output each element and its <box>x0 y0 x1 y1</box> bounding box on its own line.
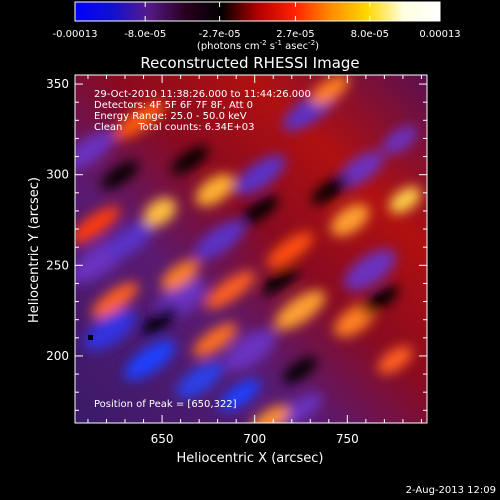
image-blob <box>124 340 176 380</box>
image-blob <box>277 392 323 423</box>
colorbar-tick-label: 0.00013 <box>419 29 460 40</box>
image-blob <box>141 305 179 335</box>
colorbar-tick-label: -8.0e-05 <box>124 29 166 40</box>
x-tick-label: 750 <box>336 432 359 446</box>
y-axis-label: Heliocentric Y (arcsec) <box>27 177 42 323</box>
image-blobs <box>75 75 421 423</box>
image-blob <box>274 290 326 330</box>
image-blob <box>161 259 199 291</box>
image-blob <box>261 265 299 295</box>
image-blob <box>241 195 279 225</box>
image-blob <box>106 221 154 259</box>
image-blob <box>311 75 349 106</box>
colorbar-gradient <box>74 1 441 22</box>
info-time-range: 29-Oct-2010 11:38:26.000 to 11:44:26.000 <box>94 89 311 100</box>
info-detectors: Detectors: 4F 5F 6F 7F 8F, Att 0 <box>94 100 253 111</box>
image-blob <box>234 155 286 195</box>
peak-position-text: Position of Peak = [650,322] <box>94 399 237 410</box>
image-blob <box>84 309 136 351</box>
colorbar-tick-label: -0.00013 <box>53 29 98 40</box>
image-blob <box>101 160 139 190</box>
info-clean-counts: Clean Total counts: 6.34E+03 <box>94 122 254 133</box>
colorbar: -0.00013 -8.0e-05 -2.7e-05 2.7e-05 8.0e-05 0.… <box>53 1 461 52</box>
image-blob <box>361 285 399 315</box>
image-blob <box>219 378 261 412</box>
rhessi-image <box>75 75 427 423</box>
image-blob <box>195 174 235 206</box>
y-axis: 200 250 300 350 <box>46 77 427 411</box>
image-blob <box>282 356 318 384</box>
image-blob <box>75 205 121 245</box>
image-blob <box>75 130 116 170</box>
colorbar-tick-label: 8.0e-05 <box>351 29 389 40</box>
peak-marker <box>88 335 93 340</box>
colorbar-ticks: -0.00013 -8.0e-05 -2.7e-05 2.7e-05 8.0e-05 0.… <box>53 2 461 40</box>
image-blob <box>377 345 413 375</box>
image-blob <box>224 329 276 371</box>
colorbar-units: (photons cm-2 s-1 asec-2) <box>197 39 319 52</box>
image-blob <box>194 220 246 260</box>
y-tick-label: 300 <box>46 168 69 182</box>
footer-date: 2-Aug-2013 12:09 <box>406 485 496 496</box>
image-blob <box>266 231 314 269</box>
image-blob <box>192 322 238 358</box>
x-tick-label: 650 <box>151 432 174 446</box>
x-tick-label: 700 <box>243 432 266 446</box>
image-blob <box>171 145 209 175</box>
x-axis-label: Heliocentric X (arcsec) <box>177 451 324 466</box>
y-tick-label: 200 <box>46 349 69 363</box>
colorbar-tick-label: -2.7e-05 <box>199 29 241 40</box>
y-tick-label: 250 <box>46 258 69 272</box>
x-axis: 650 700 750 <box>87 75 422 446</box>
image-blob <box>143 197 177 227</box>
plot-title: Reconstructed RHESSI Image <box>140 54 359 72</box>
image-blob <box>330 204 370 236</box>
y-tick-label: 350 <box>46 77 69 91</box>
image-blob <box>204 270 256 310</box>
info-block: 29-Oct-2010 11:38:26.000 to 11:44:26.000… <box>94 89 311 133</box>
image-blob <box>382 125 418 155</box>
image-blob <box>91 281 139 319</box>
plot-frame <box>74 74 428 424</box>
image-blob <box>251 404 289 423</box>
image-blob <box>176 361 224 399</box>
image-blob <box>114 100 166 140</box>
image-blob <box>389 186 421 214</box>
image-blob <box>344 249 396 291</box>
image-blob <box>311 175 349 205</box>
info-energy-range: Energy Range: 25.0 - 50.0 keV <box>94 111 247 122</box>
colorbar-tick-label: 2.7e-05 <box>276 29 314 40</box>
